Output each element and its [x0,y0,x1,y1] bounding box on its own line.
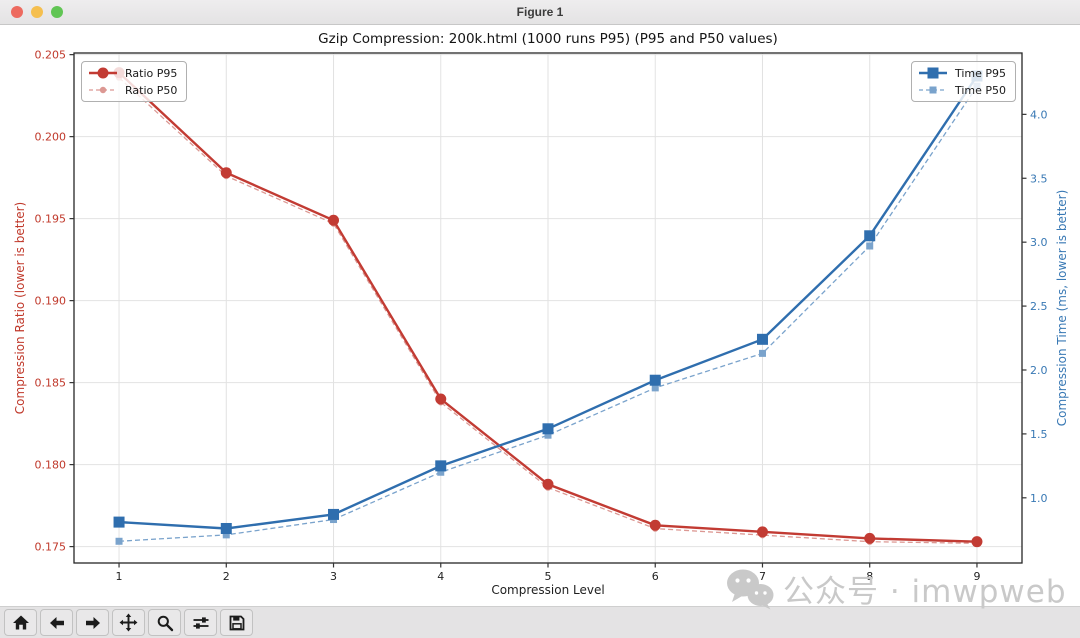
right-tick-label: 3.0 [1030,236,1048,249]
legend-label-ratio-p95: Ratio P95 [125,66,178,80]
x-tick-label: 9 [973,570,980,583]
time-p50-point [222,531,230,539]
ratio-p95-legend-marker [88,66,118,80]
right-tick-label: 1.5 [1030,428,1048,441]
left-tick-label: 0.195 [35,213,67,226]
save-button[interactable] [220,609,253,636]
right-tick-label: 1.0 [1030,492,1048,505]
time-p95-point [927,67,939,79]
titlebar: Figure 1 [0,0,1080,25]
x-tick-label: 2 [223,570,230,583]
left-tick-label: 0.190 [35,295,67,308]
arrow-right-icon [85,616,100,629]
ratio-p95-point [649,519,661,531]
traffic-lights [11,0,63,24]
minimize-button[interactable] [31,6,43,18]
ratio-p50-legend-marker [88,83,118,97]
time-p50-point [115,537,123,545]
wechat-icon [727,569,774,609]
right-tick-label: 4.0 [1030,108,1048,121]
legend-item-time-p50: Time P50 [918,83,1006,97]
configure-subplots-button[interactable] [184,609,217,636]
left-tick-label: 0.175 [35,541,67,554]
ratio-p95-point [864,532,876,544]
ratio-p95-point [542,478,554,490]
time-p50-point [758,349,766,357]
right-axis-label: Compression Time (ms, lower is better) [1055,189,1069,427]
time-p50-point [929,86,937,94]
legend-time: Time P95 Time P50 [911,61,1017,102]
plot-area: 1 2 3 4 5 6 7 8 9 0.175 0.180 0.185 0.190 0.195 0.200 0… [35,49,1048,583]
legend-item-ratio-p50: Ratio P50 [88,83,177,97]
left-tick-label: 0.185 [35,377,67,390]
x-tick-label: 5 [545,570,552,583]
x-tick-label: 3 [330,570,337,583]
arrow-left-icon [49,616,64,629]
home-icon [12,615,29,629]
ratio-p95-point [756,526,768,538]
legend-label-ratio-p50: Ratio P50 [125,83,178,97]
right-tick-label: 2.5 [1030,300,1048,313]
right-tick-label: 2.0 [1030,364,1048,377]
window-title: Figure 1 [516,5,564,19]
x-tick-label: 4 [437,570,444,583]
sliders-icon [193,616,208,629]
time-p50-point [544,431,552,439]
time-p95-point [649,374,661,386]
ratio-p95-point [220,167,232,179]
x-tick-label: 7 [759,570,766,583]
x-axis-label: Compression Level [491,583,605,597]
home-button[interactable] [4,609,37,636]
legend-label-time-p95: Time P95 [955,66,1007,80]
time-p95-point [756,333,768,345]
watermark: 公众号 · imwpweb [726,566,1067,611]
navigation-toolbar [0,606,1080,638]
time-p50-line [119,85,978,542]
time-p50-point [437,468,445,476]
left-axis-label: Compression Ratio (lower is better) [13,201,27,415]
right-tick-label: 3.5 [1030,172,1048,185]
ratio-p95-point [435,393,447,405]
floppy-disk-icon [229,615,244,630]
ratio-p50-point [99,86,107,94]
close-button[interactable] [11,6,23,18]
figure-canvas[interactable]: 1 2 3 4 5 6 7 8 9 0.175 0.180 0.185 0.190 0.195 0.200 0… [0,25,1080,610]
time-p95-point [542,423,554,435]
time-p95-point [864,230,876,242]
ratio-p95-point [971,536,983,548]
forward-button[interactable] [76,609,109,636]
watermark-text: 公众号 · imwpweb [783,574,1067,610]
left-tick-label: 0.180 [35,459,67,472]
zoom-to-rect-button[interactable] [148,609,181,636]
back-button[interactable] [40,609,73,636]
x-tick-label: 6 [652,570,659,583]
ratio-p95-point [328,214,340,226]
legend-item-time-p95: Time P95 [918,66,1006,80]
x-tick-label: 8 [866,570,873,583]
move-icon [119,613,138,632]
left-tick-label: 0.205 [35,49,67,62]
time-p50-point [651,384,659,392]
legend-label-time-p50: Time P50 [955,83,1007,97]
time-p50-point [866,242,874,250]
ratio-p95-point [97,67,109,79]
time-p95-legend-marker [918,66,948,80]
legend-ratio: Ratio P95 Ratio P50 [81,61,188,102]
time-p95-point [435,460,447,472]
pan-button[interactable] [112,609,145,636]
magnifier-icon [157,615,173,631]
time-p95-point [113,516,125,528]
left-tick-label: 0.200 [35,131,67,144]
x-tick-label: 1 [116,570,123,583]
legend-item-ratio-p95: Ratio P95 [88,66,177,80]
time-p50-legend-marker [918,83,948,97]
time-p95-point [328,508,340,520]
time-p95-point [220,522,232,534]
maximize-button[interactable] [51,6,63,18]
chart-title: Gzip Compression: 200k.html (1000 runs P… [318,31,778,47]
